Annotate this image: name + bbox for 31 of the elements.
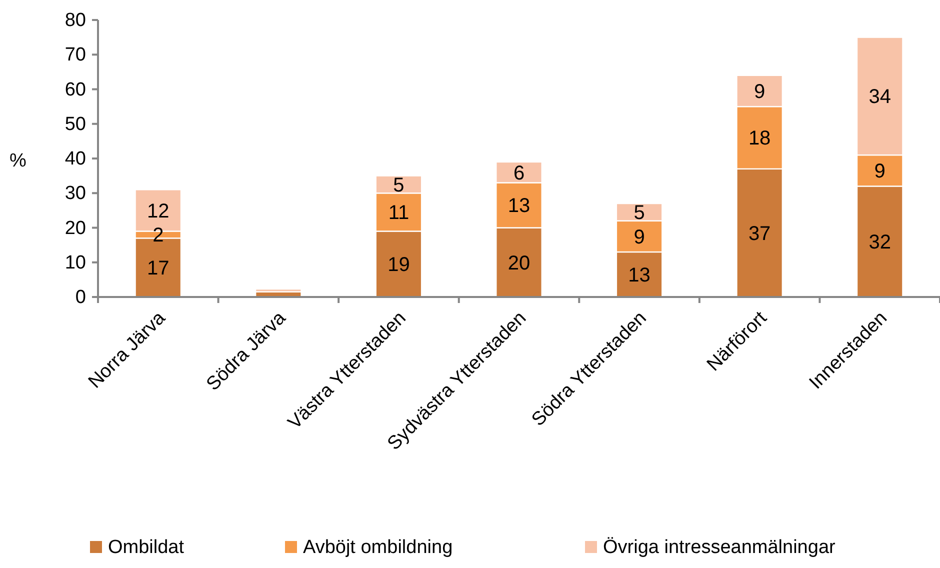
data-label: 17 [147,258,170,280]
data-label: 12 [147,200,170,222]
y-tick-label: 30 [64,183,86,204]
data-label: 11 [388,202,410,224]
data-label: 32 [868,232,891,254]
y-tick-label: 60 [64,79,86,100]
legend-label: Avböjt ombildning [303,537,453,558]
data-label: 5 [393,174,404,196]
y-axis-title: % [10,150,27,172]
y-tick-label: 0 [75,287,86,308]
y-tick-label: 10 [64,252,86,274]
data-label: 13 [628,264,650,286]
bar [254,288,302,292]
y-tick-label: 50 [64,114,86,135]
legend-label: Ombildat [108,537,185,558]
data-label: 18 [748,128,771,150]
data-label: 13 [508,195,530,218]
data-label: 20 [508,252,530,274]
data-label: 9 [634,226,645,248]
y-tick-label: 70 [64,44,86,66]
data-label: 5 [634,202,645,224]
y-tick-label: 40 [64,148,86,170]
data-label: 19 [388,254,410,276]
y-tick-label: 80 [64,10,86,32]
legend-label: Övriga intresseanmälningar [603,537,836,558]
data-label: 9 [754,80,766,103]
y-tick-label: 20 [64,218,86,239]
data-label: 6 [513,162,525,184]
data-label: 34 [868,86,891,108]
data-label: 37 [748,222,771,245]
data-label: 9 [874,160,886,183]
